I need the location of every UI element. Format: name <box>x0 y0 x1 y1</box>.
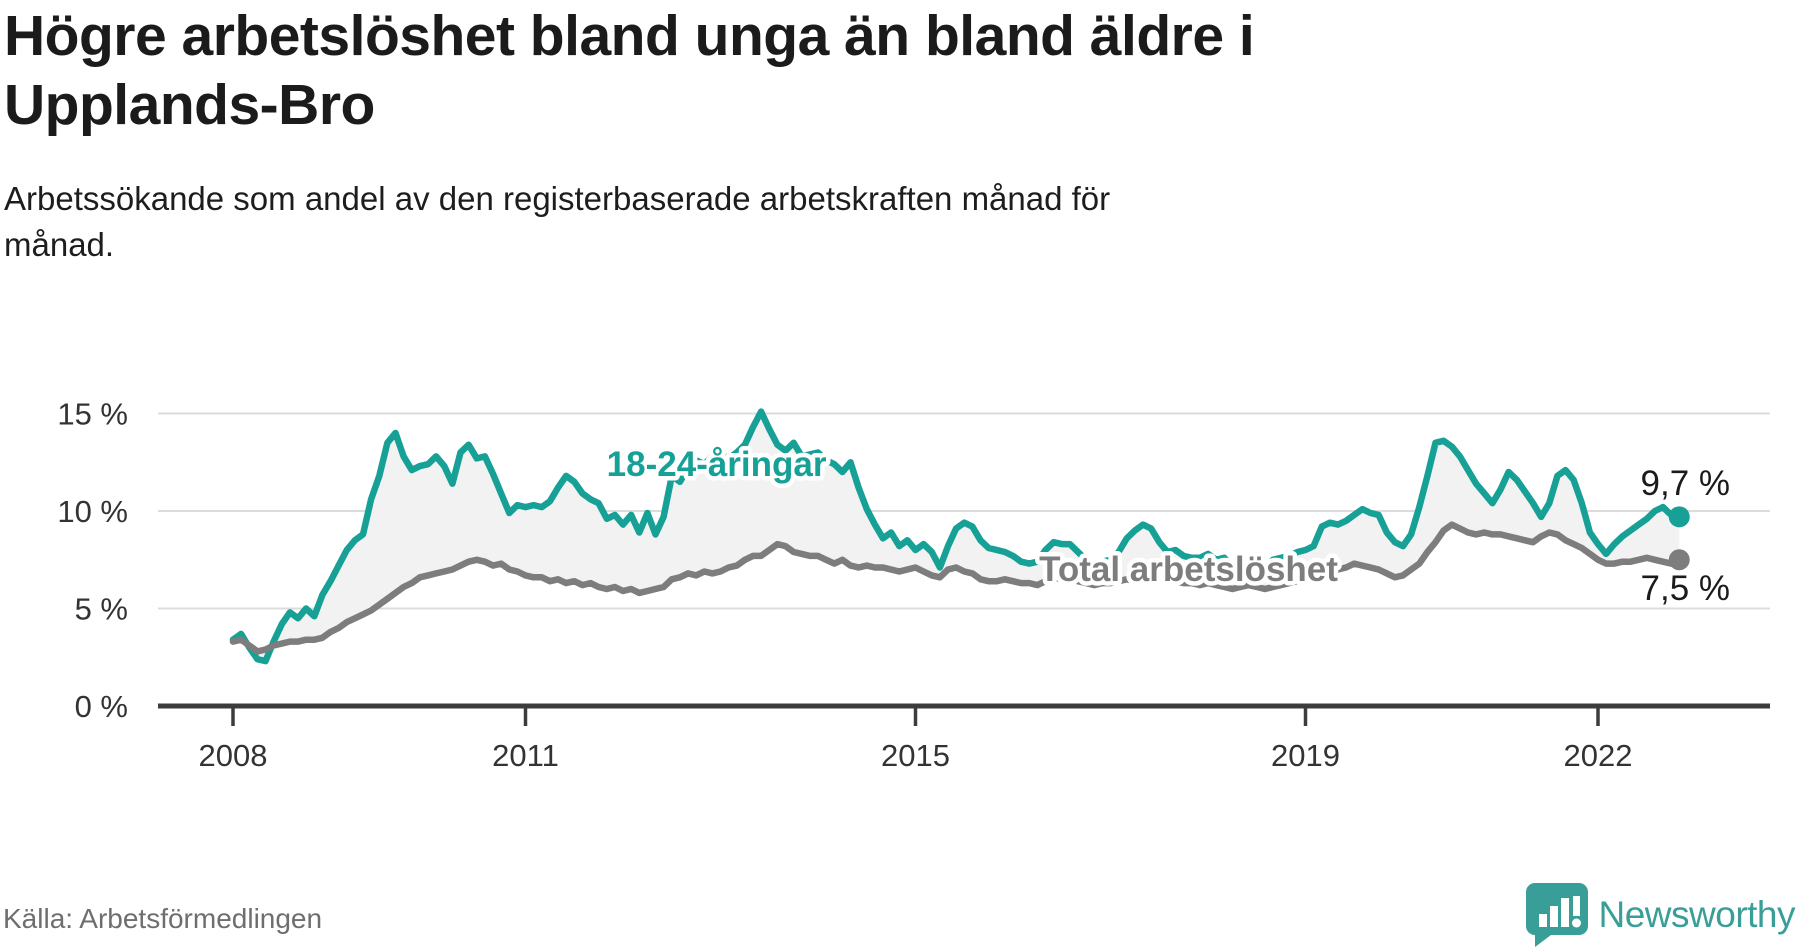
area-between-series <box>233 411 1680 662</box>
chart-subtitle-line-1: Arbetssökande som andel av den registerb… <box>4 180 1111 217</box>
series-line-total <box>229 521 1683 655</box>
y-axis-label: 0 % <box>75 689 128 724</box>
series-end-dot-total <box>1668 549 1690 571</box>
x-axis-label: 2022 <box>1564 738 1633 773</box>
chart-subtitle-line-2: månad. <box>4 226 115 263</box>
series-label-youth: 18-24-åringar <box>607 445 827 484</box>
series-label-total: Total arbetslöshet <box>1039 550 1338 589</box>
x-axis-label: 2011 <box>492 738 559 773</box>
page-title-line-2: Upplands-Bro <box>4 73 375 137</box>
newsworthy-logo-icon <box>1525 883 1588 947</box>
x-axis-label: 2019 <box>1271 738 1340 773</box>
y-axis-label: 10 % <box>57 494 128 529</box>
y-axis-label: 5 % <box>75 592 128 627</box>
chart-subtitle: Arbetssökande som andel av den registerb… <box>4 176 1110 268</box>
x-axis-label: 2015 <box>881 738 950 773</box>
page-title: Högre arbetslöshet bland unga än bland ä… <box>4 2 1255 140</box>
brand-lockup: Newsworthy <box>1525 882 1796 948</box>
series-line-youth <box>229 408 1683 665</box>
y-axis-label: 15 % <box>57 397 128 432</box>
source-note: Källa: Arbetsförmedlingen <box>3 903 323 934</box>
series-end-value-total: 7,5 % <box>1641 569 1731 608</box>
page-title-line-1: Högre arbetslöshet bland unga än bland ä… <box>4 4 1255 68</box>
series-end-value-youth: 9,7 % <box>1641 464 1731 503</box>
brand-name: Newsworthy <box>1598 894 1796 935</box>
x-axis-label: 2008 <box>199 738 268 773</box>
series-end-dot-youth <box>1668 506 1690 528</box>
